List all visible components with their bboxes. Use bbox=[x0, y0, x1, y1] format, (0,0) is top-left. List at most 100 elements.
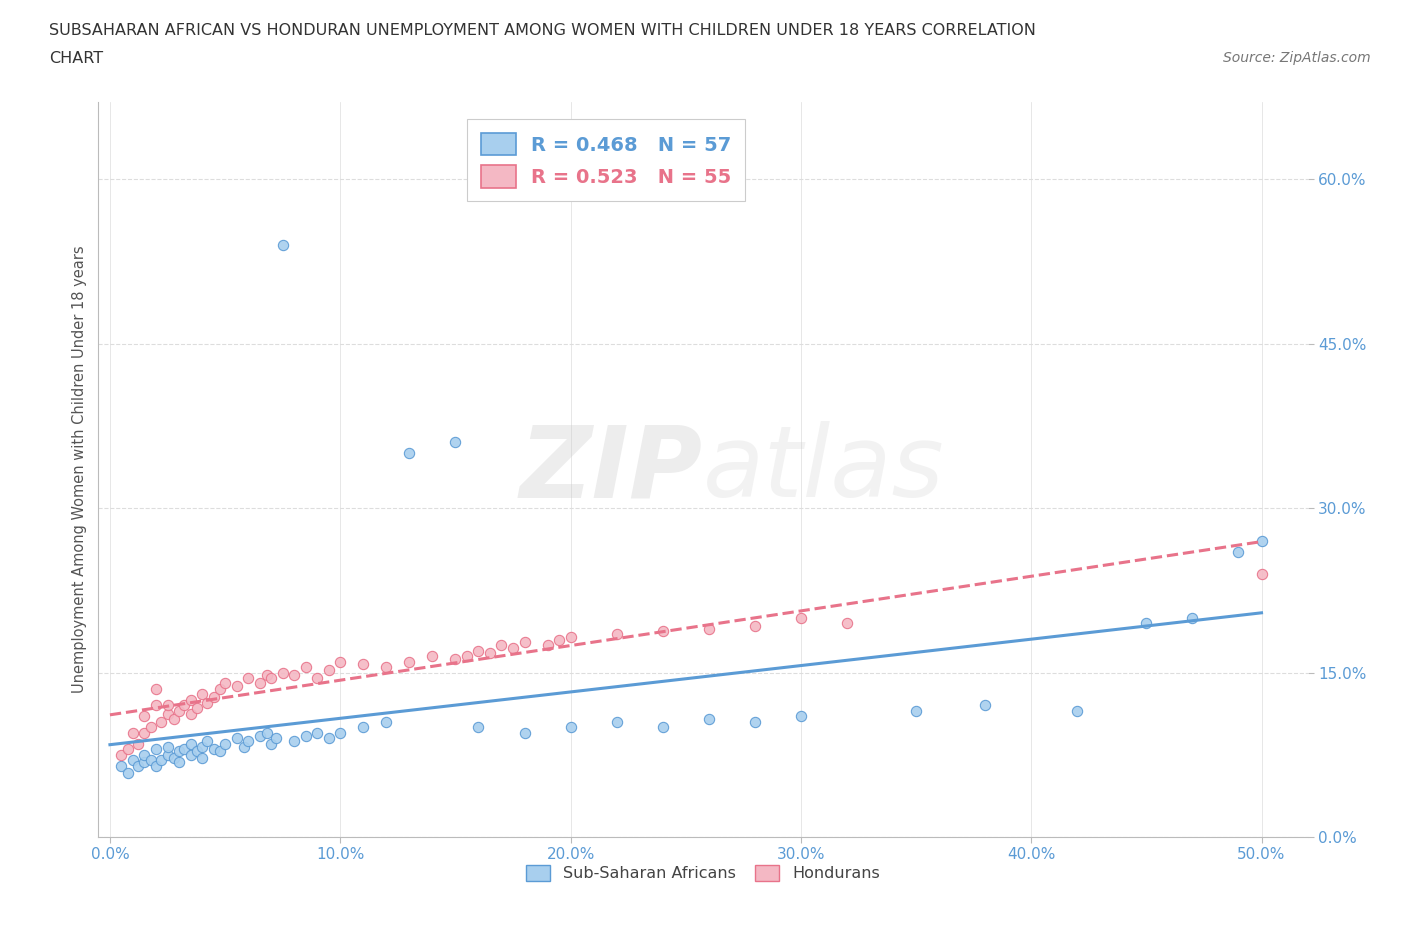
Point bbox=[134, 725, 156, 740]
Point bbox=[375, 714, 398, 729]
Point bbox=[236, 733, 259, 748]
Point bbox=[209, 744, 232, 759]
Point bbox=[156, 748, 179, 763]
Point bbox=[491, 638, 513, 653]
Point bbox=[180, 748, 202, 763]
Point bbox=[1250, 534, 1272, 549]
Point bbox=[195, 696, 218, 711]
Point bbox=[352, 720, 374, 735]
Point bbox=[127, 737, 149, 751]
Point bbox=[697, 711, 720, 726]
Point bbox=[1227, 544, 1250, 559]
Point bbox=[202, 742, 225, 757]
Point bbox=[444, 435, 467, 450]
Point bbox=[149, 714, 172, 729]
Point bbox=[329, 725, 352, 740]
Point bbox=[790, 610, 813, 625]
Point bbox=[697, 621, 720, 636]
Point bbox=[163, 711, 186, 726]
Point bbox=[744, 714, 766, 729]
Point bbox=[225, 731, 247, 746]
Point bbox=[186, 744, 208, 759]
Text: atlas: atlas bbox=[703, 421, 945, 518]
Point bbox=[122, 725, 145, 740]
Point bbox=[145, 698, 167, 713]
Point bbox=[167, 703, 190, 718]
Point bbox=[195, 733, 218, 748]
Point bbox=[167, 755, 190, 770]
Point bbox=[513, 725, 536, 740]
Point bbox=[502, 641, 524, 656]
Point bbox=[1066, 703, 1088, 718]
Point bbox=[422, 648, 444, 663]
Point bbox=[117, 742, 139, 757]
Point bbox=[513, 634, 536, 649]
Point bbox=[141, 752, 163, 767]
Point bbox=[156, 698, 179, 713]
Point bbox=[249, 676, 271, 691]
Point bbox=[134, 755, 156, 770]
Point bbox=[294, 729, 316, 744]
Point bbox=[606, 714, 628, 729]
Text: ZIP: ZIP bbox=[520, 421, 703, 518]
Point bbox=[398, 445, 420, 460]
Point bbox=[560, 630, 582, 644]
Point bbox=[110, 758, 132, 773]
Point bbox=[318, 731, 340, 746]
Y-axis label: Unemployment Among Women with Children Under 18 years: Unemployment Among Women with Children U… bbox=[72, 246, 87, 694]
Point bbox=[1250, 566, 1272, 581]
Point bbox=[283, 733, 305, 748]
Point bbox=[167, 744, 190, 759]
Point bbox=[1135, 616, 1157, 631]
Point bbox=[560, 720, 582, 735]
Point bbox=[548, 632, 571, 647]
Point bbox=[145, 682, 167, 697]
Point bbox=[1181, 610, 1204, 625]
Point bbox=[307, 725, 329, 740]
Point bbox=[163, 751, 186, 765]
Point bbox=[744, 619, 766, 634]
Point bbox=[191, 751, 214, 765]
Point bbox=[122, 752, 145, 767]
Point bbox=[145, 742, 167, 757]
Point bbox=[134, 748, 156, 763]
Point bbox=[260, 671, 283, 685]
Point bbox=[117, 766, 139, 781]
Point bbox=[283, 667, 305, 682]
Point bbox=[191, 687, 214, 702]
Text: Source: ZipAtlas.com: Source: ZipAtlas.com bbox=[1223, 51, 1371, 65]
Point bbox=[375, 659, 398, 674]
Point bbox=[110, 748, 132, 763]
Point bbox=[329, 654, 352, 669]
Point bbox=[209, 682, 232, 697]
Point bbox=[145, 758, 167, 773]
Point bbox=[651, 720, 673, 735]
Point bbox=[156, 739, 179, 754]
Point bbox=[149, 752, 172, 767]
Point bbox=[835, 616, 858, 631]
Point bbox=[318, 663, 340, 678]
Point bbox=[134, 709, 156, 724]
Point bbox=[398, 654, 420, 669]
Point bbox=[214, 676, 236, 691]
Legend: Sub-Saharan Africans, Hondurans: Sub-Saharan Africans, Hondurans bbox=[520, 858, 886, 888]
Point bbox=[225, 678, 247, 693]
Point bbox=[651, 623, 673, 638]
Point bbox=[352, 657, 374, 671]
Point bbox=[202, 689, 225, 704]
Point bbox=[905, 703, 928, 718]
Point bbox=[264, 731, 287, 746]
Point bbox=[467, 720, 489, 735]
Point bbox=[214, 737, 236, 751]
Text: SUBSAHARAN AFRICAN VS HONDURAN UNEMPLOYMENT AMONG WOMEN WITH CHILDREN UNDER 18 Y: SUBSAHARAN AFRICAN VS HONDURAN UNEMPLOYM… bbox=[49, 23, 1036, 38]
Point bbox=[180, 737, 202, 751]
Point bbox=[271, 665, 294, 680]
Point bbox=[180, 693, 202, 708]
Point bbox=[271, 237, 294, 252]
Point bbox=[478, 645, 501, 660]
Point bbox=[127, 758, 149, 773]
Point bbox=[974, 698, 997, 713]
Point bbox=[186, 700, 208, 715]
Point bbox=[236, 671, 259, 685]
Point bbox=[156, 707, 179, 722]
